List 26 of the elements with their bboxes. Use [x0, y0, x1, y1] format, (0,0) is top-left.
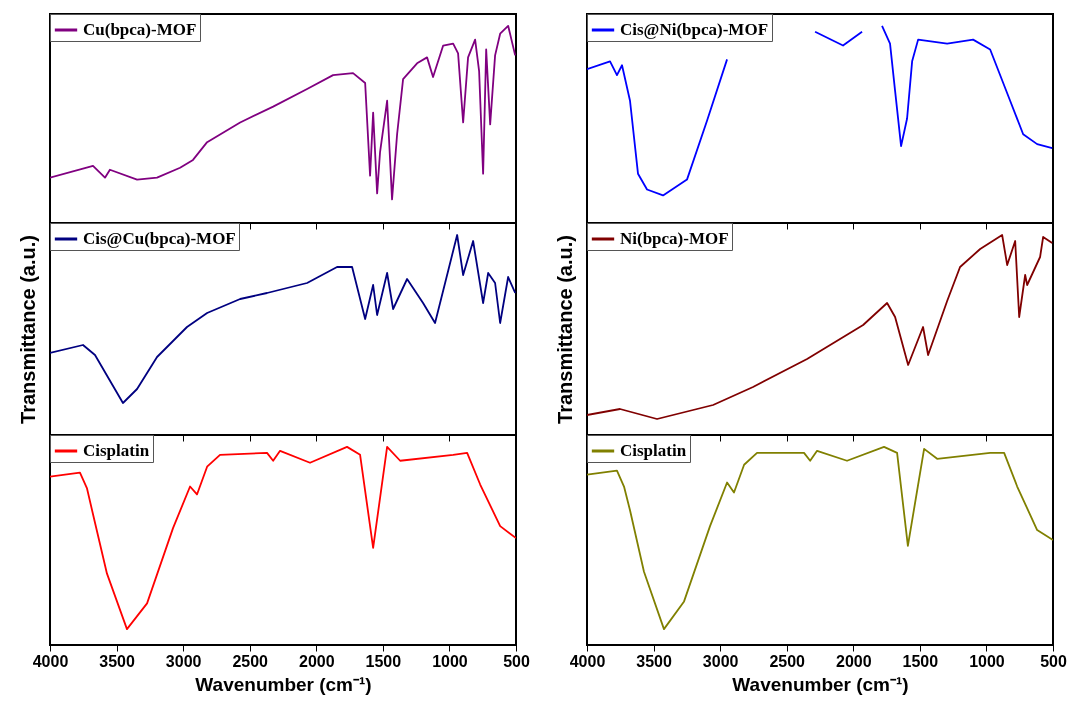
y-axis-title: Transmittance (a.u.): [16, 235, 39, 424]
x-tick-label: 2000: [298, 652, 335, 670]
y-axis-title: Transmittance (a.u.): [553, 235, 576, 424]
legend-label: Ni(bpca)-MOF: [620, 229, 729, 248]
x-tick-label: 3000: [165, 652, 202, 670]
x-tick-label: 3500: [99, 652, 135, 670]
x-tick-label: 500: [1040, 652, 1067, 670]
x-tick-label: 1500: [902, 652, 939, 670]
legend-label: Cisplatin: [83, 441, 150, 460]
legend-label: Cu(bpca)-MOF: [83, 20, 197, 39]
x-tick-label: 1000: [969, 652, 1005, 670]
x-tick-label: 2500: [769, 652, 806, 670]
x-tick-label: 1000: [432, 652, 468, 670]
x-tick-label: 500: [503, 652, 530, 670]
x-tick-label: 4000: [569, 652, 606, 670]
x-tick-label: 1500: [365, 652, 402, 670]
legend-label: Cis@Cu(bpca)-MOF: [83, 229, 236, 248]
x-axis-title: Wavenumber (cm⁻¹): [732, 673, 909, 695]
x-tick-label: 4000: [32, 652, 69, 670]
x-axis-title: Wavenumber (cm⁻¹): [195, 673, 372, 695]
legend-label: Cisplatin: [620, 441, 687, 460]
x-tick-label: 2000: [835, 652, 872, 670]
legend-label: Cis@Ni(bpca)-MOF: [620, 20, 769, 39]
x-tick-label: 3000: [702, 652, 739, 670]
x-tick-label: 3500: [636, 652, 672, 670]
x-tick-label: 2500: [232, 652, 269, 670]
